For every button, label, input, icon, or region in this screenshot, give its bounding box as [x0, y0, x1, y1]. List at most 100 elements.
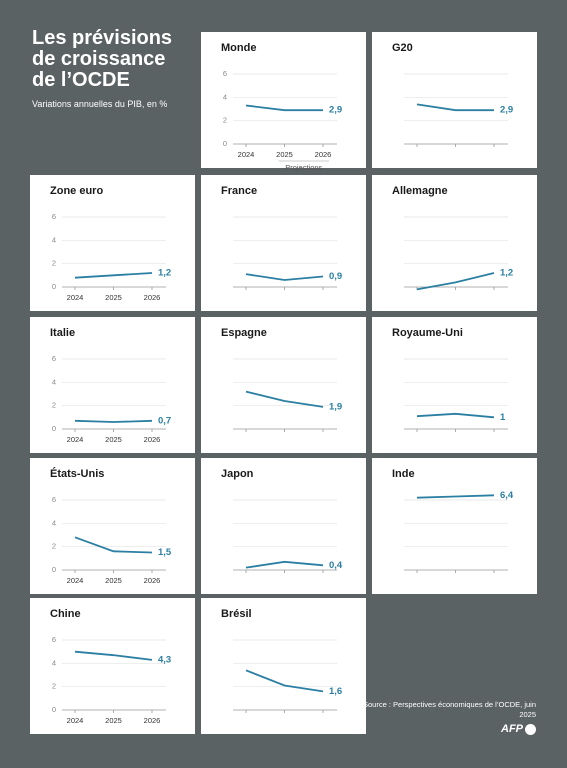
data-line — [245, 273, 324, 281]
panel-background — [201, 458, 366, 594]
x-tick-label: 2024 — [67, 435, 84, 444]
chart-panel: G20 2,9 — [372, 32, 537, 168]
chart-title: États-Unis — [50, 467, 104, 480]
x-tick-label: 2025 — [105, 576, 122, 585]
x-tick-label: 2025 — [105, 435, 122, 444]
x-tick-label: 2025 — [105, 293, 122, 302]
chart-title: Royaume-Uni — [392, 327, 463, 339]
x-tick-label: 2025 — [105, 716, 122, 725]
x-tick-label: 2026 — [144, 576, 161, 585]
chart-title: Brésil — [221, 608, 252, 620]
y-tick-label: 2 — [52, 682, 56, 691]
y-tick-label: 4 — [223, 92, 227, 101]
data-line — [245, 560, 324, 569]
source-note: Source : Perspectives économiques de l’O… — [363, 700, 536, 719]
x-tick-label: 2026 — [144, 716, 161, 725]
x-tick-label: 2026 — [144, 293, 161, 302]
chart-panel: Monde 0 2 4 6 2024 2025 2026 2,9 Projections — [201, 32, 366, 172]
logo: AFP — [501, 723, 536, 735]
logo-dot — [525, 723, 536, 735]
data-line — [74, 536, 153, 554]
chart-panel: Italie 0 2 4 6 2024 2025 2026 0,7 — [30, 317, 195, 453]
logo-text: AFP — [501, 723, 523, 735]
data-line — [245, 390, 324, 408]
data-line — [74, 272, 153, 279]
y-tick-label: 4 — [52, 658, 56, 667]
chart-panel: États-Unis 0 2 4 6 2024 2025 2026 1,5 — [30, 458, 195, 594]
x-tick-label: 2024 — [238, 150, 255, 159]
x-tick-label: 2024 — [67, 293, 84, 302]
panel-background — [30, 317, 195, 453]
y-tick-label: 4 — [52, 235, 56, 244]
y-tick-label: 4 — [52, 518, 56, 527]
y-tick-label: 0 — [52, 705, 56, 714]
panel-background — [30, 458, 195, 594]
y-tick-label: 2 — [52, 542, 56, 551]
data-line — [74, 650, 153, 661]
chart-title: G20 — [392, 42, 413, 54]
value-label: 1,2 — [158, 268, 171, 279]
chart-panel: Inde 6,4 — [372, 458, 537, 594]
panel-background — [201, 317, 366, 453]
value-label: 1,9 — [329, 401, 342, 412]
chart-title: Zone euro — [50, 185, 103, 197]
panel-background — [201, 175, 366, 311]
x-tick-label: 2026 — [144, 435, 161, 444]
chart-title: Chine — [50, 608, 81, 620]
value-label: 0,4 — [329, 560, 343, 571]
y-tick-label: 6 — [223, 69, 227, 78]
annotation: Projections — [285, 163, 322, 172]
chart-panel: Espagne 1,9 — [201, 317, 366, 453]
y-tick-label: 0 — [52, 424, 56, 433]
data-line — [416, 272, 495, 291]
chart-panel: Royaume-Uni 1 — [372, 317, 537, 453]
chart-panel: Allemagne 1,2 — [372, 175, 537, 311]
chart-panel: Japon 0,4 — [201, 458, 366, 594]
value-label: 6,4 — [500, 490, 514, 501]
chart-title: Espagne — [221, 327, 267, 339]
y-tick-label: 0 — [52, 282, 56, 291]
panel-background — [372, 317, 537, 453]
y-tick-label: 6 — [52, 212, 56, 221]
y-tick-label: 4 — [52, 377, 56, 386]
y-tick-label: 2 — [52, 259, 56, 268]
chart-panel: France 0,9 — [201, 175, 366, 311]
panel-background — [372, 32, 537, 168]
chart-title: Italie — [50, 327, 75, 339]
x-tick-label: 2024 — [67, 576, 84, 585]
value-label: 1,5 — [158, 547, 172, 558]
panel-background — [372, 175, 537, 311]
data-line — [245, 104, 323, 112]
value-label: 2,9 — [329, 105, 342, 116]
value-label: 1,6 — [329, 686, 342, 697]
y-tick-label: 6 — [52, 354, 56, 363]
chart-title: Inde — [392, 468, 415, 480]
panel-background — [372, 458, 537, 594]
data-line — [416, 103, 494, 112]
chart-panel: Chine 0 2 4 6 2024 2025 2026 4,3 — [30, 598, 195, 734]
value-label: 0,7 — [158, 415, 171, 426]
data-line — [416, 494, 495, 499]
value-label: 1 — [500, 412, 506, 423]
y-tick-label: 6 — [52, 495, 56, 504]
y-tick-label: 0 — [223, 139, 227, 148]
y-tick-label: 6 — [52, 635, 56, 644]
data-line — [416, 412, 495, 419]
value-label: 2,9 — [500, 105, 513, 116]
chart-title: France — [221, 185, 257, 197]
chart-panel: Brésil 1,6 — [201, 598, 366, 734]
y-tick-label: 2 — [52, 401, 56, 410]
chart-title: Japon — [221, 468, 254, 480]
y-tick-label: 2 — [223, 116, 227, 125]
chart-title: Monde — [221, 42, 256, 54]
panel-background — [30, 175, 195, 311]
x-tick-label: 2024 — [67, 716, 84, 725]
page-subtitle: Variations annuelles du PIB, en % — [32, 99, 168, 109]
chart-title: Allemagne — [392, 185, 448, 197]
data-line — [245, 669, 324, 693]
data-line — [74, 419, 153, 423]
panel-background — [201, 32, 366, 168]
value-label: 1,2 — [500, 268, 513, 279]
